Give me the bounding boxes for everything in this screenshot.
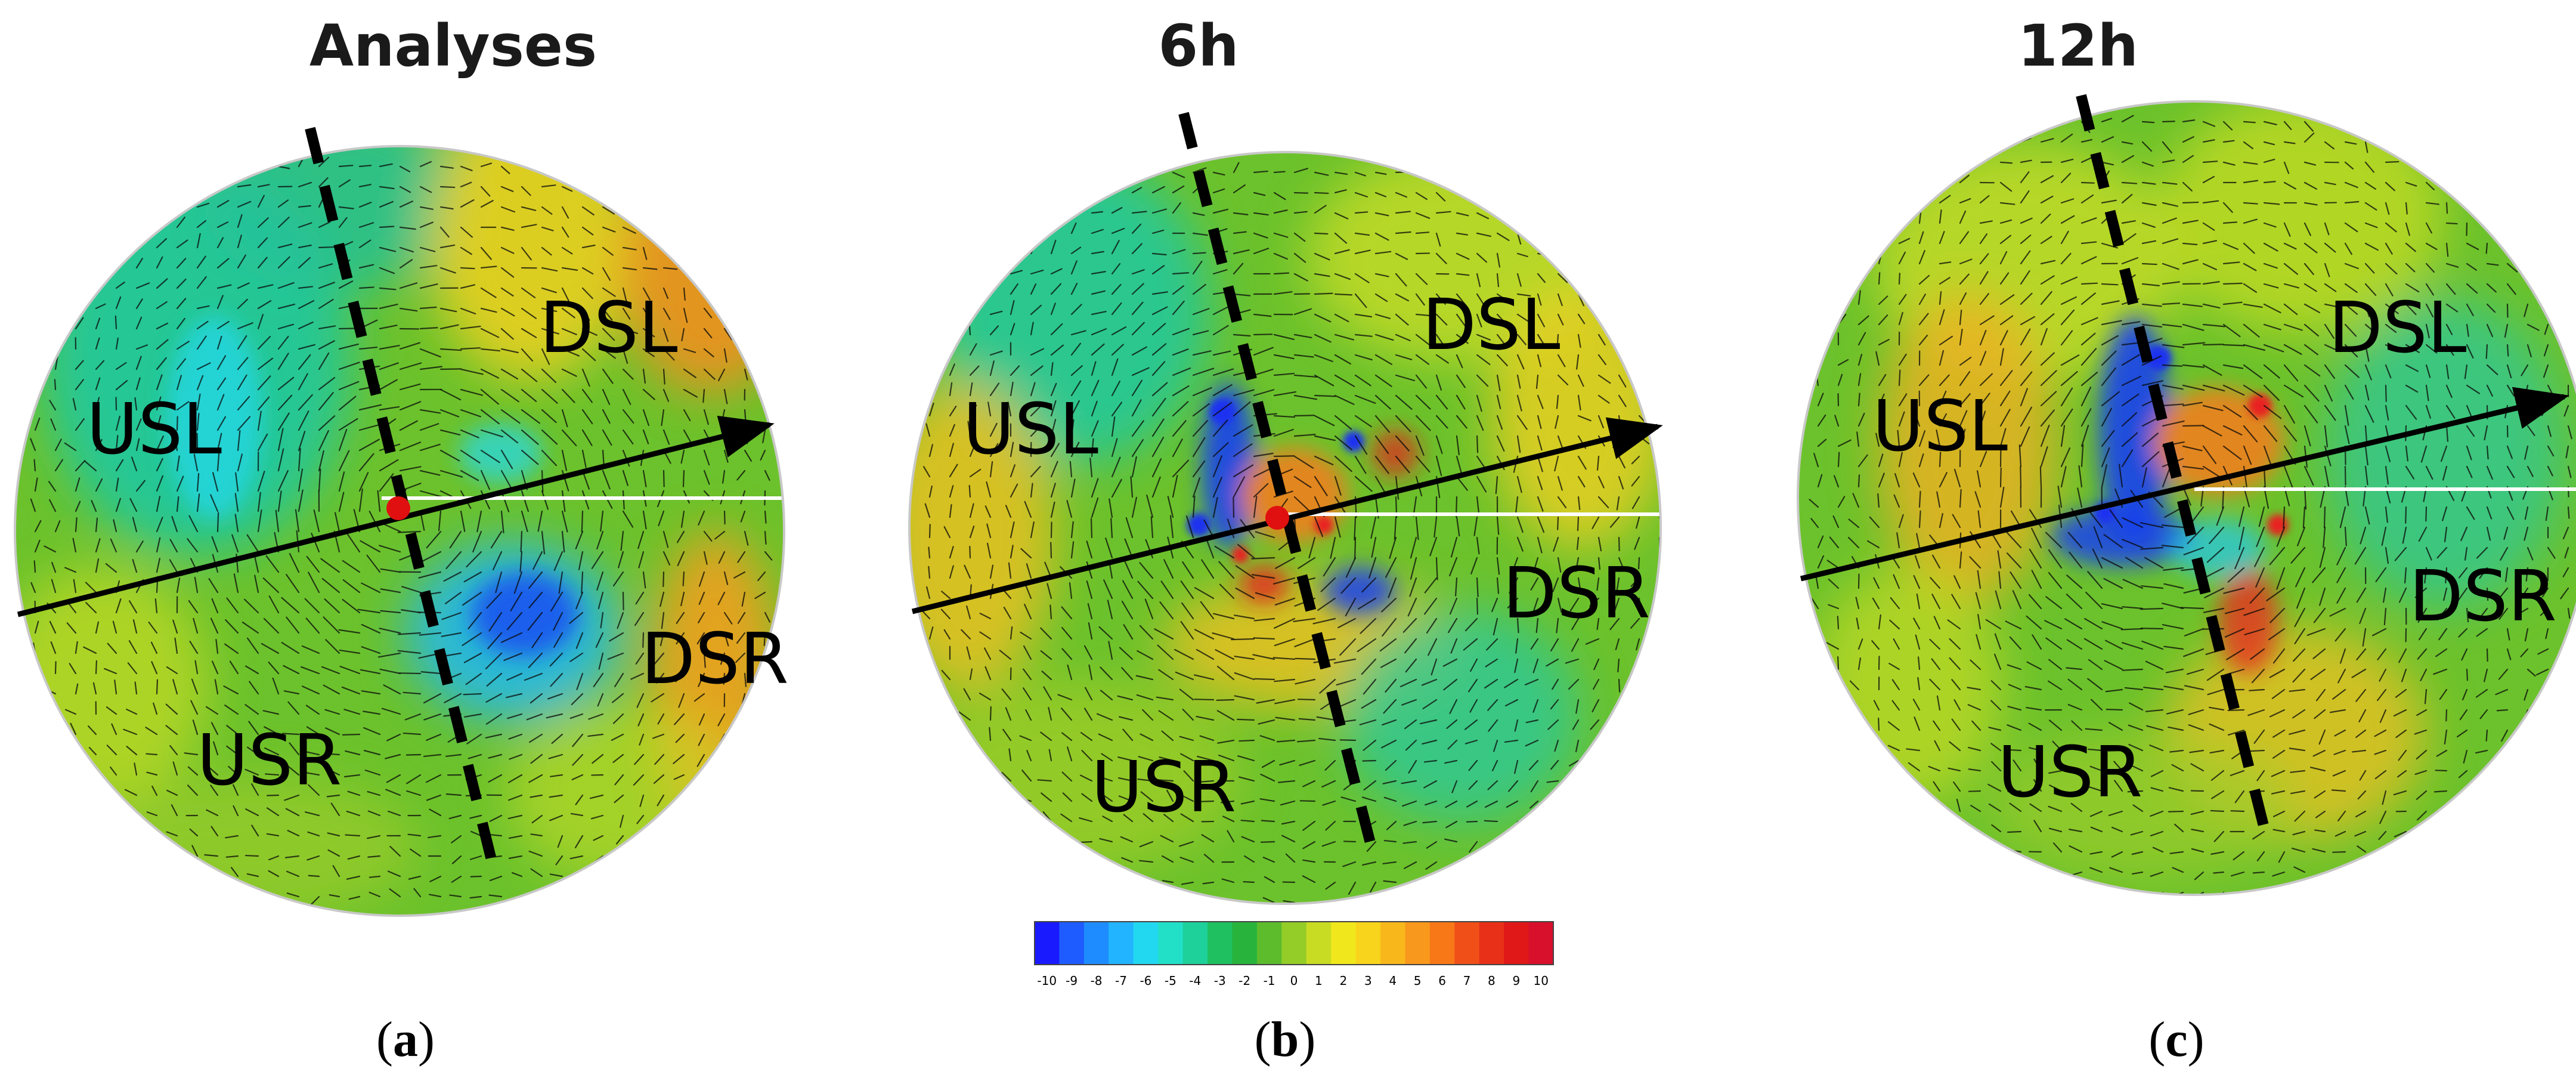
- caption-b: (b): [1255, 1012, 1316, 1067]
- colorbar-tick-label: -4: [1189, 974, 1201, 988]
- colorbar-swatch: [1429, 922, 1455, 965]
- colorbar-swatch: [1380, 922, 1405, 965]
- label-dsl-a: DSL: [540, 286, 678, 369]
- label-dsl-c: DSL: [2329, 286, 2467, 369]
- colorbar-swatch: [1035, 922, 1060, 965]
- colorbar-tick-label: 10: [1534, 974, 1549, 988]
- colorbar-tick-label: 4: [1389, 974, 1397, 988]
- colorbar-swatch: [1528, 922, 1554, 965]
- colorbar-swatch: [1355, 922, 1381, 965]
- colorbar-tick-label: -5: [1165, 974, 1176, 988]
- label-usl-a: USL: [86, 388, 222, 470]
- colorbar-swatch: [1281, 922, 1307, 965]
- colorbar-swatch: [1405, 922, 1431, 965]
- colorbar-swatch: [1133, 922, 1159, 965]
- colorbar-swatch: [1331, 922, 1357, 965]
- colorbar-tick-label: -1: [1264, 974, 1275, 988]
- label-usl-b: USL: [963, 388, 1098, 470]
- label-dsr-a: DSR: [641, 617, 789, 700]
- colorbar-tick-label: 8: [1488, 974, 1496, 988]
- center-dot-a: [386, 496, 410, 520]
- colorbar-swatch: [1504, 922, 1530, 965]
- colorbar-tick-label: -9: [1066, 974, 1078, 988]
- colorbar-swatch: [1479, 922, 1504, 965]
- label-dsr-b: DSR: [1503, 552, 1651, 634]
- caption-c: (c): [2148, 1012, 2204, 1067]
- colorbar-swatch: [1232, 922, 1258, 965]
- center-dot-b: [1265, 506, 1289, 530]
- colorbar-swatch: [1182, 922, 1208, 965]
- label-usr-c: USR: [1998, 731, 2142, 813]
- panel-a: Analyses: [14, 13, 789, 1067]
- colorbar-swatch: [1083, 922, 1109, 965]
- field-map-c: [1798, 101, 2576, 895]
- panel-title-b: 6h: [1158, 13, 1239, 79]
- field-map-b: [909, 152, 1661, 904]
- colorbar-tick-label: -3: [1214, 974, 1226, 988]
- label-usr-a: USR: [197, 719, 342, 801]
- colorbar-swatch: [1256, 922, 1282, 965]
- colorbar-tick-label: 9: [1512, 974, 1520, 988]
- panel-title-c: 12h: [2018, 13, 2138, 79]
- panel-c: 12h: [1797, 13, 2576, 1067]
- motion-line-c: [2076, 94, 2271, 837]
- colorbar-frame: [1034, 921, 1554, 965]
- shear-arrow-c: [1800, 387, 2569, 582]
- wind-vectors-b: [921, 162, 1661, 904]
- colorbar-tick-label: 6: [1438, 974, 1446, 988]
- colorbar-swatch: [1059, 922, 1085, 965]
- colorbar-tick-label: -8: [1091, 974, 1103, 988]
- caption-a: (a): [376, 1012, 435, 1067]
- domain-circle-b: [908, 151, 1662, 905]
- label-usr-b: USR: [1091, 746, 1236, 828]
- colorbar-tick-label: 5: [1414, 974, 1422, 988]
- label-dsl-b: DSL: [1422, 283, 1561, 366]
- panel-b: 6h: [908, 13, 1663, 1067]
- colorbar-tick-label: 1: [1315, 974, 1323, 988]
- colorbar-tick-label: -7: [1115, 974, 1127, 988]
- colorbar-tick-label: 0: [1290, 974, 1298, 988]
- colorbar-swatch: [1306, 922, 1332, 965]
- colorbar-tick-label: -2: [1239, 974, 1250, 988]
- panel-title-a: Analyses: [309, 13, 597, 79]
- colorbar-tick-label: 7: [1463, 974, 1471, 988]
- colorbar-swatch: [1208, 922, 1233, 965]
- colorbar-swatch: [1454, 922, 1480, 965]
- domain-circle-a: [14, 145, 785, 917]
- colorbar-tick-label: -10: [1037, 974, 1057, 988]
- colorbar-swatch: [1109, 922, 1134, 965]
- motion-line-b: [1178, 112, 1380, 861]
- colorbar-tick-label: 2: [1339, 974, 1347, 988]
- shear-arrow-a: [17, 415, 775, 617]
- label-usl-c: USL: [1872, 385, 2008, 467]
- colorbar-tick-label: 3: [1364, 974, 1372, 988]
- colorbar-swatch: [1158, 922, 1184, 965]
- colorbar: -10 -9 -8 -7 -6 -5 -4 -3 -2 -1 0 1 2 3 4 5 6 7 8 9 10: [1034, 921, 1554, 988]
- colorbar-tick-label: -6: [1140, 974, 1151, 988]
- label-dsr-c: DSR: [2409, 555, 2557, 637]
- wind-vectors-c: [1809, 115, 2572, 895]
- domain-circle-c: [1797, 100, 2576, 896]
